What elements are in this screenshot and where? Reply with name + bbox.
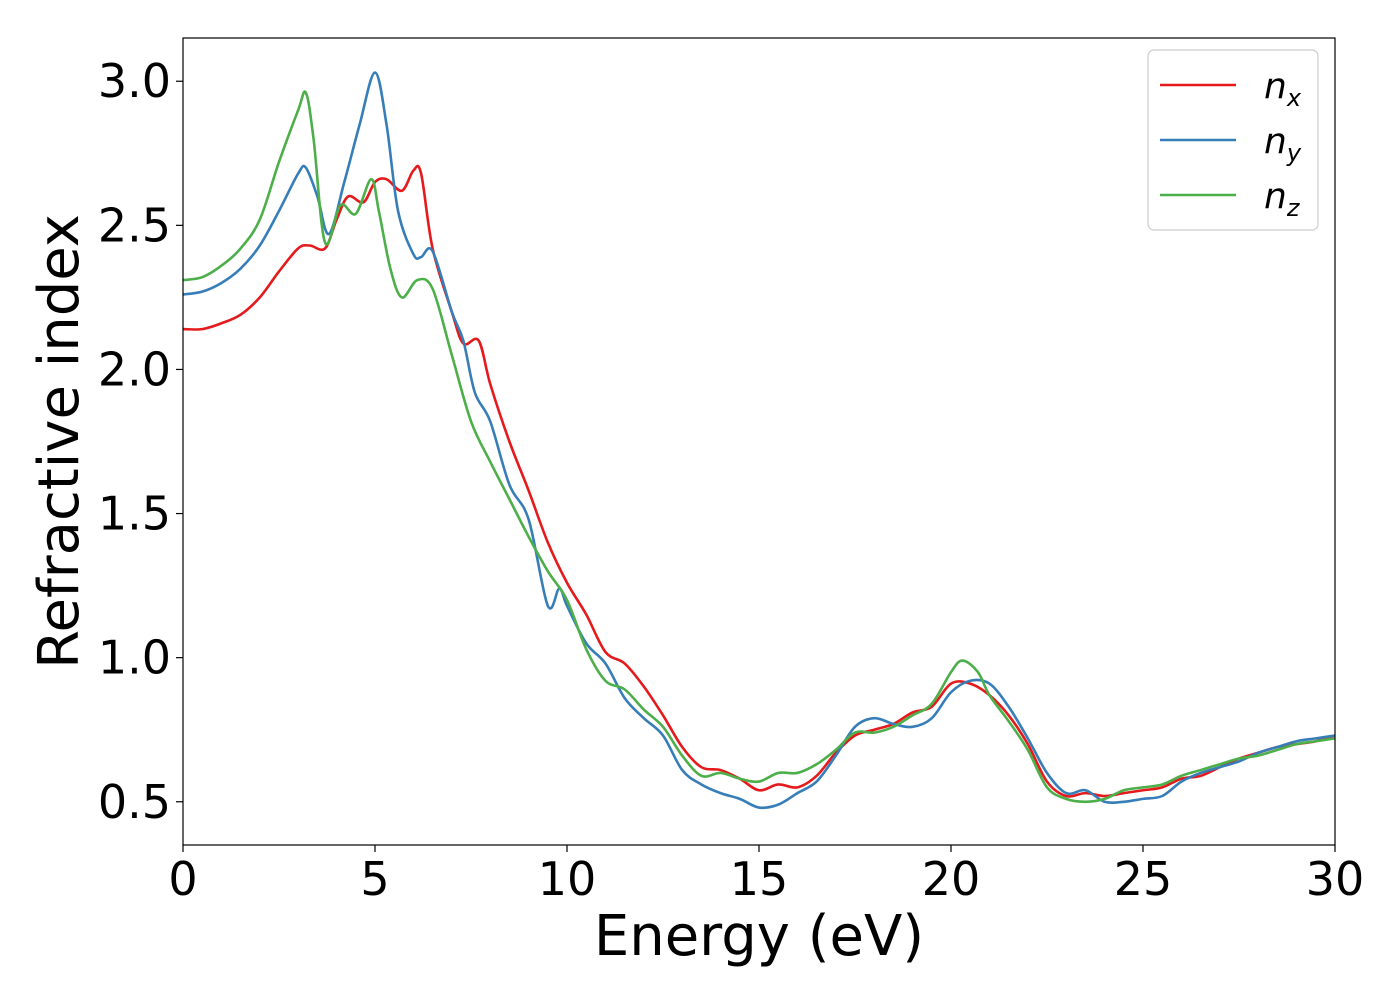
legend-label-main: n — [1264, 66, 1287, 107]
x-tick-label: 20 — [922, 852, 981, 906]
legend-label-main: n — [1264, 176, 1287, 217]
y-tick-label: 3.0 — [98, 54, 171, 108]
series-line-n-y — [183, 71, 1335, 810]
legend-label: ny — [1264, 121, 1302, 167]
x-tick-label: 10 — [538, 852, 597, 906]
y-tick-label: 0.5 — [98, 775, 171, 829]
legend-label-main: n — [1264, 121, 1287, 162]
x-tick-label: 5 — [360, 852, 389, 906]
series-layer — [183, 71, 1335, 810]
x-tick-label: 15 — [730, 852, 789, 906]
x-tick-label: 0 — [168, 852, 197, 906]
x-axis-label: Energy (eV) — [594, 904, 924, 969]
x-ticks: 0 5 10 15 20 25 30 — [168, 845, 1364, 906]
x-tick-label: 25 — [1114, 852, 1173, 906]
y-tick-label: 1.5 — [98, 487, 171, 541]
y-tick-label: 2.5 — [98, 198, 171, 252]
legend-label: nz — [1264, 176, 1301, 222]
y-tick-label: 1.0 — [98, 631, 171, 685]
legend-label: nx — [1264, 66, 1302, 112]
legend-label-subscript: z — [1286, 194, 1301, 222]
y-axis-label: Refractive index — [27, 214, 92, 669]
x-tick-label: 30 — [1306, 852, 1365, 906]
series-line-n-z — [183, 90, 1335, 804]
y-ticks: 0.5 1.0 1.5 2.0 2.5 3.0 — [98, 54, 183, 829]
legend-label-subscript: y — [1286, 139, 1302, 167]
y-tick-label: 2.0 — [98, 342, 171, 396]
legend-label-subscript: x — [1286, 84, 1302, 112]
series-line-n-x — [183, 164, 1335, 798]
